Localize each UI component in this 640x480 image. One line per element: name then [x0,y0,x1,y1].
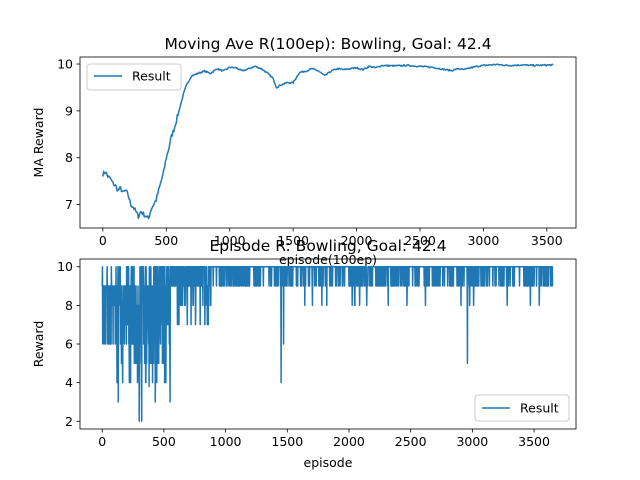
bottom-y-tick-label: 4 [65,375,73,390]
top-x-tick-label: 500 [154,233,178,248]
bottom-legend-box [474,394,570,422]
top-x-tick-label: 3500 [531,233,563,248]
bottom-y-ticks: 2 4 6 8 10 [57,259,80,429]
bottom-x-tick-label: 1500 [271,434,303,449]
top-legend: Result [86,63,182,91]
bottom-x-tick-label: 3500 [518,434,550,449]
top-x-tick-label: 2000 [341,233,373,248]
bottom-y-axis-label: Reward [31,321,46,368]
bottom-y-tick-label: 6 [65,337,73,352]
top-series-path [102,63,554,220]
bottom-series-line [101,265,554,423]
top-legend-box [86,63,182,91]
bottom-x-tick-label: 1000 [210,434,242,449]
top-x-tick-label: 1500 [277,233,309,248]
bottom-x-axis-label: episode [304,455,353,470]
top-x-tick-label: 3000 [467,233,499,248]
bottom-y-tick-label: 2 [65,414,73,429]
top-series-line [102,63,554,220]
bottom-y-tick-label: 10 [57,259,73,274]
top-plot-frame [79,56,577,229]
bottom-legend-label: Result [520,401,559,416]
top-y-tick-label: 7 [65,197,73,212]
bottom-x-tick-label: 2500 [395,434,427,449]
bottom-x-tick-label: 0 [98,434,106,449]
bottom-chart-title: Episode R: Bowling, Goal: 42.4 [209,237,446,255]
top-y-tick-label: 8 [65,150,73,165]
bottom-x-ticks: 0 500 1000 1500 2000 2500 3000 3500 [98,429,550,449]
bottom-x-tick-label: 500 [152,434,176,449]
chart-top: 0 500 1000 1500 2000 2500 3000 3500 7 8 9 10 Movin… [31,35,577,267]
top-x-tick-label: 2500 [404,233,436,248]
bottom-y-tick-label: 8 [65,298,73,313]
chart-bottom: 0 500 1000 1500 2000 2500 3000 3500 2 4 6 8 10 Epis… [31,237,577,470]
top-y-tick-label: 9 [65,103,73,118]
top-chart-title: Moving Ave R(100ep): Bowling, Goal: 42.4 [164,35,491,53]
top-x-axis-label: episode(100ep) [279,252,377,267]
bottom-series-path [101,265,554,423]
bottom-legend: Result [474,394,570,422]
top-x-tick-label: 1000 [214,233,246,248]
bottom-x-tick-label: 2000 [333,434,365,449]
top-y-ticks: 7 8 9 10 [57,57,80,212]
top-legend-label: Result [132,69,171,84]
top-y-tick-label: 10 [57,57,73,72]
bottom-x-tick-label: 3000 [456,434,488,449]
top-x-tick-label: 0 [99,233,107,248]
top-y-axis-label: MA Reward [31,108,46,178]
top-x-ticks: 0 500 1000 1500 2000 2500 3000 3500 [99,228,563,248]
